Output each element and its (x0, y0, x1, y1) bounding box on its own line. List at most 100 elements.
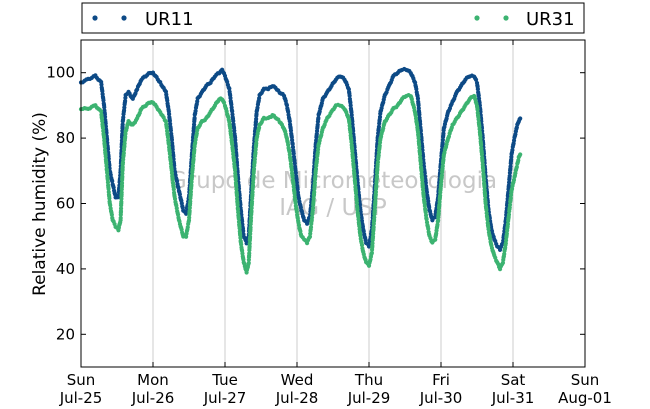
point-ur11-234 (191, 122, 197, 127)
point-ur31-354 (247, 234, 253, 240)
point-ur31-626 (371, 224, 376, 230)
point-ur31-293 (232, 168, 238, 173)
point-ur11-292 (232, 128, 237, 133)
point-ur11-146 (165, 98, 170, 103)
point-ur31-737 (421, 194, 426, 199)
point-ur31-867 (481, 178, 487, 183)
point-ur31-741 (422, 203, 427, 209)
point-ur31-322 (238, 235, 243, 240)
point-ur31-97 (121, 150, 126, 156)
point-ur31-442 (290, 174, 295, 180)
point-ur31-213 (188, 189, 194, 194)
point-ur11-811 (440, 140, 445, 146)
point-ur31-383 (251, 166, 257, 172)
point-ur31-263 (221, 100, 227, 105)
point-ur31-38 (105, 170, 110, 175)
point-ur31-282 (230, 142, 235, 147)
point-ur31-365 (249, 209, 254, 214)
point-ur31-457 (294, 209, 299, 214)
x-tick-weekday-5: Fri (432, 371, 450, 389)
point-ur11-429 (286, 109, 291, 114)
point-ur11-443 (290, 141, 295, 147)
point-ur31-957 (518, 152, 523, 157)
point-ur31-584 (355, 207, 360, 212)
y-tick-label-20: 20 (56, 325, 75, 343)
point-ur31-301 (234, 187, 239, 192)
series-ur31 (78, 92, 523, 275)
point-ur31-880 (484, 207, 489, 213)
point-ur31-595 (358, 233, 363, 238)
point-ur31-160 (168, 161, 174, 166)
point-ur31-16 (100, 119, 105, 124)
point-ur31-297 (233, 177, 238, 182)
point-ur31-661 (377, 143, 382, 148)
point-ur31-69 (118, 215, 123, 221)
point-ur31-325 (239, 242, 244, 247)
point-ur31-573 (353, 181, 358, 186)
point-ur31-555 (349, 139, 354, 145)
point-ur11-447 (291, 151, 296, 156)
point-ur31-619 (370, 241, 375, 246)
point-ur31-164 (169, 171, 175, 176)
legend-label-ur11: UR11 (145, 9, 194, 30)
point-ur31-841 (476, 117, 481, 122)
point-ur31-428 (286, 142, 291, 147)
point-ur31-12 (99, 109, 104, 114)
point-ur31-751 (426, 226, 431, 231)
point-ur31-559 (350, 149, 355, 154)
y-tick-label-80: 80 (56, 129, 75, 147)
point-ur31-318 (237, 226, 242, 231)
point-ur31-311 (236, 210, 241, 215)
point-ur31-152 (166, 142, 171, 147)
point-ur31-304 (234, 193, 240, 198)
point-ur31-863 (481, 168, 486, 173)
y-tick-label-40: 40 (56, 260, 75, 278)
point-ur31-706 (414, 122, 420, 127)
point-ur31-275 (228, 125, 233, 131)
point-ur31-231 (192, 147, 197, 152)
point-ur31-487 (310, 205, 316, 211)
y-tick-label-60: 60 (56, 195, 75, 213)
point-ur31-852 (479, 142, 484, 148)
point-ur31-792 (440, 164, 445, 169)
point-ur31-435 (288, 158, 293, 163)
point-ur11-237 (192, 116, 197, 121)
x-tick-weekday-1: Mon (137, 371, 169, 389)
point-ur31-577 (353, 191, 359, 196)
point-ur31-76 (119, 199, 124, 205)
point-ur11-331 (240, 219, 245, 224)
point-ur31-45 (106, 186, 111, 192)
point-ur31-380 (251, 173, 256, 179)
point-ur31-588 (356, 217, 361, 222)
point-ur11-961 (508, 164, 513, 169)
point-ur31-926 (505, 222, 510, 227)
point-ur31-726 (419, 168, 424, 173)
point-ur11-521 (315, 122, 320, 127)
point-ur31-358 (248, 225, 253, 230)
point-ur31-734 (421, 187, 426, 192)
point-ur11-759 (423, 180, 428, 185)
point-ur31-591 (357, 223, 362, 229)
x-tick-date-7: Aug-01 (558, 389, 612, 407)
point-ur31-209 (188, 199, 193, 204)
point-ur31-633 (372, 208, 377, 213)
point-ur11-159 (168, 128, 174, 133)
x-tick-weekday-3: Wed (281, 371, 314, 389)
point-ur11-91 (120, 131, 125, 137)
point-ur31-622 (370, 234, 376, 239)
point-ur31-615 (369, 250, 374, 256)
point-ur31-289 (231, 158, 237, 163)
point-ur11-102 (122, 105, 127, 110)
point-ur31-171 (171, 187, 176, 192)
x-tick-date-0: Jul-25 (59, 389, 103, 407)
point-ur31-31 (103, 154, 108, 159)
point-ur31-279 (229, 135, 234, 140)
point-ur11-394 (254, 116, 259, 122)
point-ur31-80 (119, 190, 124, 195)
legend-marker-ur31-b (503, 15, 509, 21)
point-ur31-347 (247, 251, 252, 256)
point-ur31-909 (500, 260, 506, 265)
point-ur11-437 (288, 128, 294, 133)
point-ur31-194 (184, 234, 189, 239)
point-ur31-227 (191, 157, 196, 162)
